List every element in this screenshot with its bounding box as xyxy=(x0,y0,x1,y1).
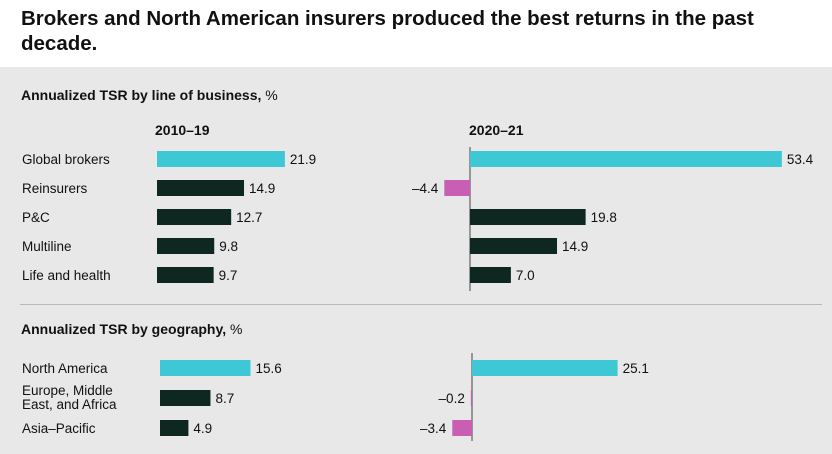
section-title-geography: Annualized TSR by geography, % xyxy=(21,321,243,337)
chart-panel xyxy=(0,67,832,454)
category-label: North America xyxy=(22,361,108,376)
section-divider xyxy=(20,304,822,305)
bar xyxy=(472,360,618,376)
category-label: Europe, Middle xyxy=(22,383,113,398)
section-title-line-of-business: Annualized TSR by line of business, % xyxy=(21,87,278,103)
value-label: 4.9 xyxy=(193,421,212,436)
bar xyxy=(157,238,215,254)
value-label: –4.4 xyxy=(412,181,439,196)
value-label: 9.7 xyxy=(219,268,238,283)
bar xyxy=(160,360,251,376)
category-label: P&C xyxy=(22,210,50,225)
value-label: 25.1 xyxy=(623,361,649,376)
value-label: 8.7 xyxy=(215,391,234,406)
value-label: –0.2 xyxy=(439,391,465,406)
bar xyxy=(157,180,245,196)
bar xyxy=(157,151,285,167)
value-label: 19.8 xyxy=(591,210,617,225)
category-label: Life and health xyxy=(22,268,111,283)
bar xyxy=(160,390,211,406)
bar xyxy=(470,390,472,406)
bar xyxy=(470,267,511,283)
bar xyxy=(444,180,470,196)
bar xyxy=(157,209,232,225)
value-label: 9.8 xyxy=(219,239,238,254)
category-label: Asia–Pacific xyxy=(22,421,96,436)
bar xyxy=(470,238,558,254)
category-label: Reinsurers xyxy=(22,181,88,196)
bar xyxy=(452,420,472,436)
period-label-2010-19: 2010–19 xyxy=(155,122,210,138)
value-label: 21.9 xyxy=(290,152,316,167)
bar xyxy=(470,209,586,225)
value-label: 15.6 xyxy=(255,361,281,376)
bar xyxy=(157,267,214,283)
category-label: Multiline xyxy=(22,239,72,254)
value-label: 12.7 xyxy=(236,210,262,225)
value-label: –3.4 xyxy=(420,421,447,436)
chart-title: Brokers and North American insurers prod… xyxy=(21,7,754,55)
category-label: East, and Africa xyxy=(22,397,117,412)
value-label: 14.9 xyxy=(562,239,588,254)
bar xyxy=(470,151,782,167)
value-label: 7.0 xyxy=(516,268,535,283)
section-unit: % xyxy=(229,321,243,337)
category-label: Global brokers xyxy=(22,152,110,167)
section-unit: % xyxy=(265,87,278,103)
bar xyxy=(160,420,189,436)
value-label: 14.9 xyxy=(249,181,275,196)
value-label: 53.4 xyxy=(787,152,814,167)
period-label-2020-21: 2020–21 xyxy=(469,122,524,138)
